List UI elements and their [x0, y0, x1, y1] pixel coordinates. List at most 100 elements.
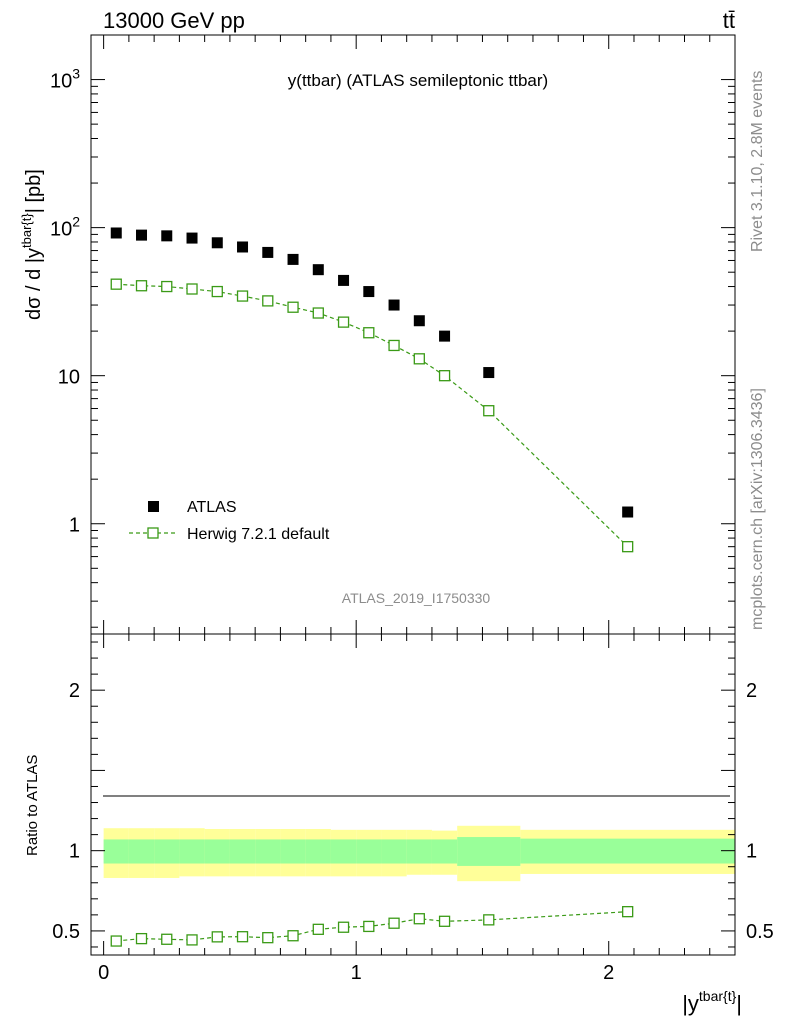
mc-line-ratio [116, 911, 628, 942]
data-point [483, 367, 495, 379]
mc-point [312, 307, 324, 319]
main-y-axis: 1 10 102 103 [50, 34, 735, 628]
data-point [287, 253, 299, 265]
mc-point [236, 290, 249, 302]
mc-point [388, 339, 400, 352]
main-y-axis-title: dσ / d |ytbar{t}| [pb] [19, 169, 45, 320]
ratio-y-tick-label-right: 0.5 [746, 921, 774, 943]
main-title: y(ttbar) (ATLAS semileptonic ttbar) [288, 71, 548, 90]
mcplots-label: mcplots.cern.ch [arXiv:1306.3436] [749, 388, 766, 630]
ratio-x-axis: 0 1 2 [98, 634, 736, 984]
ratio-point [186, 934, 198, 946]
legend-label-atlas: ATLAS [187, 499, 237, 516]
ratio-point [135, 932, 148, 945]
x-tick-label: 1 [351, 962, 362, 984]
data-point [413, 315, 425, 327]
ratio-point [363, 920, 375, 933]
x-tick-label: 2 [603, 962, 614, 984]
ratio-point [211, 931, 223, 943]
mc-point [186, 283, 198, 295]
ratio-point [438, 915, 451, 927]
ratio-point [483, 914, 495, 926]
band-inner [154, 839, 180, 864]
data-point [262, 246, 274, 258]
ratio-uncertainty-bands [103, 825, 735, 882]
ratio-y-axis: 0.5 0.5 1 1 2 2 [52, 641, 774, 948]
data-point [338, 274, 350, 286]
ratio-point [287, 930, 299, 942]
mc-line-main [116, 283, 629, 548]
analysis-id-label: ATLAS_2019_I1750330 [342, 590, 491, 606]
main-x-axis-ticks [103, 35, 736, 634]
band-inner [406, 839, 432, 864]
ratio-point [622, 906, 634, 918]
mc-point [622, 541, 634, 553]
data-point [211, 237, 223, 249]
mc-point [135, 280, 148, 292]
ratio-point [413, 913, 425, 925]
ratio-plot-frame [90, 633, 736, 956]
ratio-point [262, 932, 274, 944]
ratio-point [337, 921, 350, 933]
band-inner [356, 839, 382, 864]
ratio-points [110, 906, 634, 947]
mc-point [337, 316, 350, 328]
band-inner [381, 839, 407, 864]
data-point [136, 229, 148, 241]
data-point [161, 230, 173, 242]
mc-line-ratio [116, 911, 628, 942]
mc-point [363, 327, 375, 339]
ratio-point [236, 931, 249, 943]
data-point [110, 227, 122, 239]
legend-marker-herwig [147, 527, 159, 539]
band-inner [229, 839, 256, 864]
band-inner [179, 839, 205, 864]
mc-point [483, 405, 495, 417]
ratio-y-tick-label-left: 2 [69, 680, 80, 702]
legend-marker-atlas [148, 501, 159, 512]
legend: ATLAS Herwig 7.2.1 default [129, 499, 330, 543]
band-inner [103, 839, 129, 864]
mc-point [438, 370, 451, 382]
energy-label: 13000 GeV pp [103, 8, 245, 33]
data-point [237, 241, 249, 253]
data-point [622, 506, 634, 518]
ratio-y-tick-label-right: 2 [746, 680, 757, 702]
data-point [186, 232, 198, 244]
band-inner [520, 838, 735, 864]
band-inner [128, 839, 155, 864]
y-tick-label: 10 [58, 367, 80, 389]
x-tick-label: 0 [98, 962, 109, 984]
mc-point [262, 295, 274, 307]
ratio-y-tick-label-left: 1 [69, 841, 80, 863]
ratio-point [110, 935, 122, 947]
band-inner [330, 839, 357, 864]
mc-point [110, 278, 122, 290]
ratio-panel: 0.5 0.5 1 1 2 2 0 1 2 Ratio to ATLAS |ytbar{t}| [24, 633, 774, 1016]
mc-point [413, 353, 425, 365]
band-inner [431, 839, 458, 864]
ratio-y-axis-title: Ratio to ATLAS [24, 755, 41, 856]
band-inner [280, 839, 306, 864]
y-tick-label: 1 [69, 515, 80, 537]
main-panel: 1 10 102 103 y(ttbar) (ATLAS semileptonic t… [19, 34, 736, 635]
band-inner [305, 839, 331, 864]
process-label: tt̄ [723, 8, 735, 33]
data-point [363, 286, 375, 298]
band-inner [255, 839, 281, 864]
band-inner [204, 839, 230, 864]
band-inner [457, 837, 521, 866]
y-tick-label: 102 [50, 214, 80, 241]
main-plot-frame [90, 34, 736, 635]
ratio-point [161, 933, 173, 945]
ratio-point [312, 923, 324, 935]
mc-point [211, 285, 223, 298]
main-points [110, 227, 634, 553]
data-point [312, 264, 324, 276]
x-axis-title: |ytbar{t}| [682, 988, 742, 1016]
data-point [439, 330, 451, 342]
ratio-point [388, 917, 400, 929]
ratio-y-tick-label-left: 0.5 [52, 921, 80, 943]
data-point [388, 299, 400, 311]
